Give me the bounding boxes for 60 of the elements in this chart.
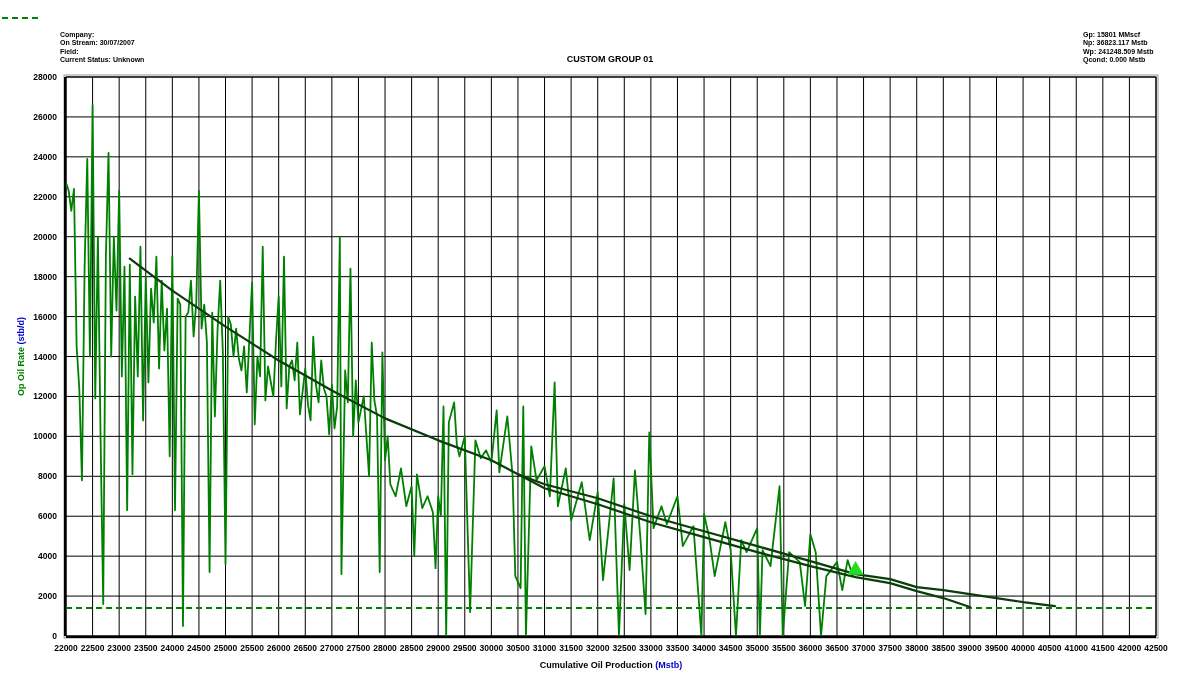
x-tick-label: 37000 <box>851 643 876 653</box>
y-tick-label: 24000 <box>33 151 58 162</box>
x-tick-label: 36500 <box>825 643 850 653</box>
x-tick-label: 22000 <box>54 643 79 653</box>
chart-title: CUSTOM GROUP 01 <box>566 54 654 64</box>
y-tick-label: 18000 <box>33 271 58 282</box>
x-tick-label: 23500 <box>133 643 158 653</box>
y-tick-label: 28000 <box>33 72 58 82</box>
x-tick-label: 32000 <box>585 643 610 653</box>
x-tick-label: 25500 <box>240 643 265 653</box>
x-tick-label: 31500 <box>559 643 584 653</box>
x-tick-label: 23000 <box>107 643 132 653</box>
x-tick-label: 29500 <box>452 643 477 653</box>
y-tick-label: 26000 <box>33 111 58 122</box>
x-tick-label: 24500 <box>187 643 212 653</box>
y-tick-label: 0 <box>52 631 58 641</box>
y-tick-label: 16000 <box>33 311 58 322</box>
x-tick-label: 39500 <box>984 643 1009 653</box>
x-tick-label: 25000 <box>213 643 238 653</box>
x-tick-label: 31000 <box>532 643 557 653</box>
x-tick-label: 37500 <box>878 643 903 653</box>
y-tick-label: 14000 <box>33 351 58 362</box>
x-tick-label: 30000 <box>479 643 504 653</box>
x-tick-label: 26000 <box>266 643 291 653</box>
x-tick-label: 35000 <box>745 643 770 653</box>
y-axis-title: Op Oil Rate (stb/d) <box>16 316 26 397</box>
y-tick-label: 6000 <box>38 511 58 522</box>
x-tick-label: 29000 <box>426 643 451 653</box>
y-tick-label: 10000 <box>33 431 58 442</box>
x-tick-label: 28500 <box>399 643 424 653</box>
x-tick-label: 27500 <box>346 643 371 653</box>
x-tick-label: 36000 <box>798 643 823 653</box>
x-tick-label: 28000 <box>373 643 398 653</box>
x-tick-label: 33000 <box>639 643 663 653</box>
x-tick-label: 33500 <box>665 643 690 653</box>
y-tick-label: 22000 <box>33 191 58 202</box>
x-tick-label: 42000 <box>1117 643 1142 653</box>
x-tick-label: 26500 <box>293 643 318 653</box>
y-tick-label: 2000 <box>38 591 58 602</box>
x-tick-label: 27000 <box>320 643 344 653</box>
x-tick-label: 38000 <box>904 643 929 653</box>
y-tick-label: 8000 <box>38 471 58 482</box>
x-tick-label: 38500 <box>931 643 956 653</box>
x-tick-label: 41500 <box>1091 643 1115 653</box>
y-tick-label: 12000 <box>33 391 58 402</box>
x-tick-label: 39000 <box>958 643 982 653</box>
x-tick-label: 22500 <box>80 643 105 653</box>
x-tick-label: 35500 <box>771 643 796 653</box>
x-axis-title: Cumulative Oil Production (Mstb) <box>539 660 683 670</box>
y-tick-label: 20000 <box>33 231 58 242</box>
x-tick-label: 40500 <box>1037 643 1062 653</box>
x-tick-label: 24000 <box>160 643 185 653</box>
x-tick-label: 41000 <box>1064 643 1089 653</box>
y-tick-label: 4000 <box>38 551 58 562</box>
x-tick-label: 34500 <box>718 643 743 653</box>
x-tick-label: 40000 <box>1011 643 1036 653</box>
x-tick-label: 30500 <box>506 643 531 653</box>
x-tick-label: 34000 <box>692 643 717 653</box>
x-tick-label: 32500 <box>612 643 637 653</box>
x-tick-label: 42500 <box>1144 643 1169 653</box>
